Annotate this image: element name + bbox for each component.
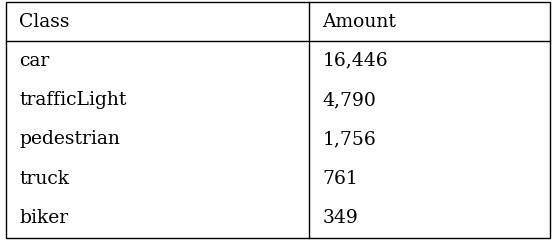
Text: 16,446: 16,446 xyxy=(322,52,388,70)
Text: 1,756: 1,756 xyxy=(322,130,376,148)
Text: car: car xyxy=(19,52,49,70)
Text: 4,790: 4,790 xyxy=(322,91,376,109)
Text: pedestrian: pedestrian xyxy=(19,130,120,148)
Text: 349: 349 xyxy=(322,209,358,227)
Text: Class: Class xyxy=(19,13,70,31)
Text: 761: 761 xyxy=(322,170,358,188)
Text: trafficLight: trafficLight xyxy=(19,91,127,109)
Text: biker: biker xyxy=(19,209,68,227)
Text: Amount: Amount xyxy=(322,13,396,31)
Text: truck: truck xyxy=(19,170,70,188)
